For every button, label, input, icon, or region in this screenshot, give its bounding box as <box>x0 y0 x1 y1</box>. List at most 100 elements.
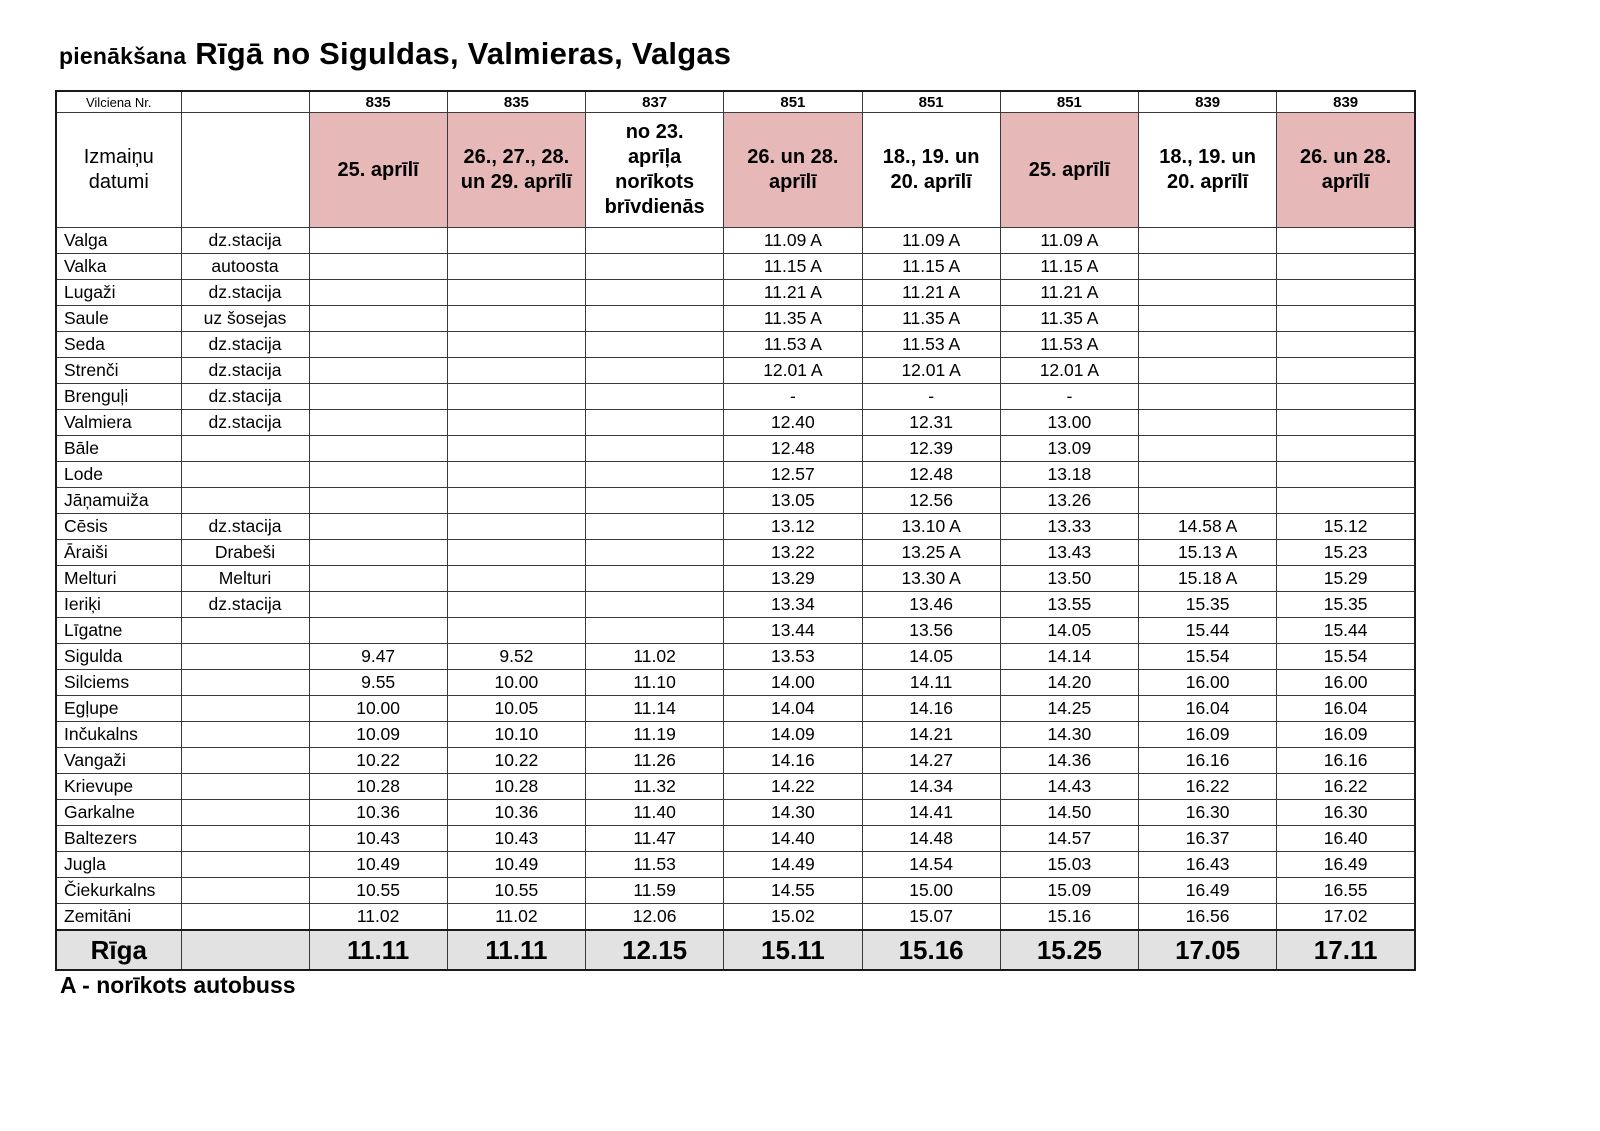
time-cell: 14.48 <box>861 825 1001 852</box>
time-cell: 10.49 <box>308 851 448 878</box>
time-cell: 11.35 A <box>999 305 1140 332</box>
time-cell <box>308 539 448 566</box>
train-number-header: 835 <box>308 90 448 113</box>
station-name-cell: Brenguļi <box>55 383 182 410</box>
time-cell: 11.40 <box>584 799 725 826</box>
train-timetable: Vilciena Nr. 835 835 837 851 851 851 839 839 Iz… <box>55 90 1416 971</box>
time-cell: 11.53 A <box>723 331 863 358</box>
station-row: Baltezers 10.43 10.43 11.47 14.40 14.48 14.57 1… <box>55 825 1416 852</box>
time-cell <box>308 565 448 592</box>
time-cell: 15.23 <box>1276 539 1416 566</box>
stop-type-cell: dz.stacija <box>180 227 310 254</box>
time-cell: 12.01 A <box>861 357 1001 384</box>
time-cell: 11.35 A <box>861 305 1001 332</box>
time-cell <box>584 461 725 488</box>
time-cell: 14.49 <box>723 851 863 878</box>
time-cell: 14.20 <box>999 669 1140 696</box>
time-cell <box>584 305 725 332</box>
time-cell <box>584 435 725 462</box>
time-cell <box>584 331 725 358</box>
time-cell: 15.35 <box>1137 591 1278 618</box>
time-cell: 11.11 <box>308 929 448 971</box>
time-cell: 12.06 <box>584 903 725 931</box>
time-cell: 15.16 <box>999 903 1140 931</box>
time-cell: 14.57 <box>999 825 1140 852</box>
time-cell <box>446 617 587 644</box>
time-cell: 10.55 <box>446 877 587 904</box>
time-cell <box>308 383 448 410</box>
time-cell: 16.16 <box>1276 747 1416 774</box>
station-name-cell: Valka <box>55 253 182 280</box>
time-cell: 11.26 <box>584 747 725 774</box>
time-cell <box>584 539 725 566</box>
time-cell: 16.40 <box>1276 825 1416 852</box>
time-cell: 16.43 <box>1137 851 1278 878</box>
time-cell <box>1137 279 1278 306</box>
time-cell: 13.33 <box>999 513 1140 540</box>
time-cell: 11.47 <box>584 825 725 852</box>
stop-type-cell <box>180 461 310 488</box>
stop-type-cell: Drabeši <box>180 539 310 566</box>
time-cell: 13.34 <box>723 591 863 618</box>
time-cell: 15.02 <box>723 903 863 931</box>
time-cell <box>308 513 448 540</box>
time-cell: 13.55 <box>999 591 1140 618</box>
time-cell <box>1276 357 1416 384</box>
time-cell: 14.34 <box>861 773 1001 800</box>
empty-header-cell <box>180 90 310 113</box>
stop-type-cell <box>180 695 310 722</box>
time-cell: 11.02 <box>308 903 448 931</box>
station-name-cell: Ieriķi <box>55 591 182 618</box>
time-cell: 12.56 <box>861 487 1001 514</box>
time-cell: 14.04 <box>723 695 863 722</box>
station-name-cell: Seda <box>55 331 182 358</box>
time-cell: 10.00 <box>446 669 587 696</box>
time-cell: 13.44 <box>723 617 863 644</box>
time-cell: 11.09 A <box>861 227 1001 254</box>
time-cell <box>1276 461 1416 488</box>
time-cell: 15.12 <box>1276 513 1416 540</box>
stop-type-cell: dz.stacija <box>180 591 310 618</box>
time-cell: 15.54 <box>1276 643 1416 670</box>
time-cell: 16.49 <box>1137 877 1278 904</box>
time-cell: 10.09 <box>308 721 448 748</box>
station-row: Līgatne 13.44 13.56 14.05 15.44 15.44 <box>55 617 1416 644</box>
time-cell <box>1276 383 1416 410</box>
time-cell <box>584 409 725 436</box>
time-cell: 16.55 <box>1276 877 1416 904</box>
time-cell: 13.56 <box>861 617 1001 644</box>
stop-type-cell <box>180 929 310 971</box>
station-name-cell: Sigulda <box>55 643 182 670</box>
time-cell <box>1276 409 1416 436</box>
time-cell <box>308 331 448 358</box>
time-cell: 10.22 <box>446 747 587 774</box>
time-cell: 15.18 A <box>1137 565 1278 592</box>
time-cell: 12.57 <box>723 461 863 488</box>
time-cell: 10.36 <box>308 799 448 826</box>
time-cell: 12.48 <box>861 461 1001 488</box>
time-cell: 10.00 <box>308 695 448 722</box>
time-cell: 16.22 <box>1276 773 1416 800</box>
time-cell <box>308 409 448 436</box>
time-cell: 11.02 <box>584 643 725 670</box>
time-cell: 10.05 <box>446 695 587 722</box>
stop-type-cell <box>180 435 310 462</box>
station-name-cell: Valmiera <box>55 409 182 436</box>
station-name-cell: Egļupe <box>55 695 182 722</box>
time-cell <box>1137 253 1278 280</box>
time-cell: 12.48 <box>723 435 863 462</box>
station-row: Valmiera dz.stacija 12.40 12.31 13.00 <box>55 409 1416 436</box>
time-cell: 12.15 <box>584 929 725 971</box>
time-cell: 13.10 A <box>861 513 1001 540</box>
time-cell <box>446 435 587 462</box>
station-row: Melturi Melturi 13.29 13.30 A 13.50 15.18 A 15… <box>55 565 1416 592</box>
station-row: Āraiši Drabeši 13.22 13.25 A 13.43 15.13 A 15.… <box>55 539 1416 566</box>
stop-type-cell: dz.stacija <box>180 331 310 358</box>
time-cell <box>308 227 448 254</box>
time-cell: 14.11 <box>861 669 1001 696</box>
time-cell: 15.09 <box>999 877 1140 904</box>
stop-type-cell: dz.stacija <box>180 513 310 540</box>
footnote-bus-legend: A - norīkots autobuss <box>60 972 296 998</box>
station-name-cell: Jāņamuiža <box>55 487 182 514</box>
